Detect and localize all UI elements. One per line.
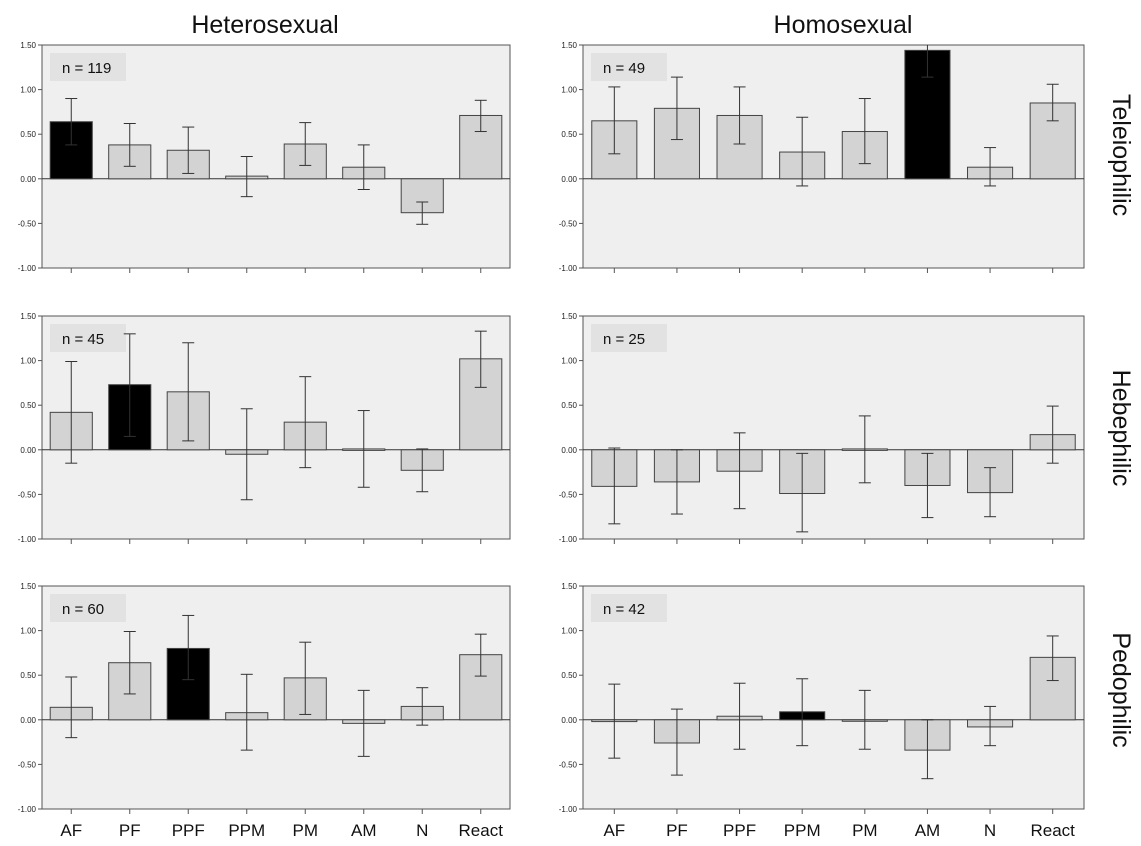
chart-panel-homosexual-pedophilic: 1.50 1.00 0.50 0.00 -0.50 -1.00 n = 42 AF PF PPF P… xyxy=(559,582,1085,840)
y-tick-label: 1.50 xyxy=(20,582,36,591)
n-label: n = 60 xyxy=(62,601,104,618)
y-tick-label: -0.50 xyxy=(559,219,578,228)
n-label-box xyxy=(50,324,126,352)
y-tick-label: 0.50 xyxy=(561,401,577,410)
y-tick-label: 0.00 xyxy=(20,175,36,184)
y-tick-label: 1.50 xyxy=(20,41,36,50)
column-title-heterosexual: Heterosexual xyxy=(191,11,338,39)
y-tick-label: 0.00 xyxy=(561,175,577,184)
y-tick-label: -1.00 xyxy=(559,264,578,273)
n-label: n = 119 xyxy=(62,60,111,77)
n-label: n = 45 xyxy=(62,331,104,348)
n-label: n = 25 xyxy=(603,331,645,348)
y-tick-label: 1.50 xyxy=(20,312,36,321)
y-tick-label: 1.00 xyxy=(20,357,36,366)
x-tick-label-ppm: PPM xyxy=(228,821,265,840)
plot-area xyxy=(582,315,1085,540)
n-label: n = 42 xyxy=(603,601,645,618)
n-label-box xyxy=(50,53,126,81)
y-tick-label: 1.00 xyxy=(20,627,36,636)
y-tick-label: 1.50 xyxy=(561,312,577,321)
y-tick-label: 0.50 xyxy=(561,130,577,139)
x-tick-label-n: N xyxy=(984,821,996,840)
y-tick-label: 0.00 xyxy=(20,716,36,725)
chart-panel-heterosexual-pedophilic: 1.50 1.00 0.50 0.00 -0.50 -1.00 n = 60 AF PF PPF P… xyxy=(18,582,511,840)
x-tick-label-pf: PF xyxy=(666,821,688,840)
n-label: n = 49 xyxy=(603,60,645,77)
n-label-box xyxy=(591,53,667,81)
bar-ppf xyxy=(716,114,763,180)
x-tick-label-af: AF xyxy=(60,821,82,840)
y-tick-label: 0.50 xyxy=(20,401,36,410)
row-label-teleiophilic: Teleiophilic xyxy=(1107,94,1135,216)
x-tick-label-am: AM xyxy=(915,821,941,840)
plot-area xyxy=(582,585,1085,810)
y-tick-label: 0.00 xyxy=(20,446,36,455)
y-tick-label: 1.50 xyxy=(561,582,577,591)
x-tick-label-ppf: PPF xyxy=(172,821,205,840)
y-tick-label: -1.00 xyxy=(18,535,37,544)
chart-panel-homosexual-hebephilic: 1.50 1.00 0.50 0.00 -0.50 -1.00 n = 25 xyxy=(559,312,1085,544)
x-tick-label-react: React xyxy=(459,821,504,840)
y-tick-label: -1.00 xyxy=(18,805,37,814)
chart-panels: 1.50 1.00 0.50 0.00 -0.50 -1.00 n = 119 1.50 1.0… xyxy=(18,41,1085,840)
y-tick-label: -0.50 xyxy=(18,490,37,499)
n-label-box xyxy=(50,594,126,622)
y-tick-label: 0.00 xyxy=(561,716,577,725)
y-tick-label: -1.00 xyxy=(559,535,578,544)
y-tick-label: 0.50 xyxy=(20,130,36,139)
x-tick-label-am: AM xyxy=(351,821,377,840)
x-tick-label-pm: PM xyxy=(852,821,878,840)
y-tick-label: -0.50 xyxy=(559,490,578,499)
y-tick-label: -0.50 xyxy=(559,760,578,769)
x-tick-label-af: AF xyxy=(603,821,625,840)
n-label-box xyxy=(591,324,667,352)
chart-panel-heterosexual-hebephilic: 1.50 1.00 0.50 0.00 -0.50 -1.00 n = 45 xyxy=(18,312,511,544)
x-tick-label-react: React xyxy=(1030,821,1075,840)
row-label-pedophilic: Pedophilic xyxy=(1107,632,1135,747)
row-label-hebephilic: Hebephilic xyxy=(1107,370,1135,487)
y-tick-label: 1.00 xyxy=(20,86,36,95)
y-tick-label: -1.00 xyxy=(559,805,578,814)
column-title-homosexual: Homosexual xyxy=(774,11,913,39)
chart-panel-homosexual-teleiophilic: 1.50 1.00 0.50 0.00 -0.50 -1.00 n = 49 xyxy=(559,41,1085,273)
y-tick-label: 1.50 xyxy=(561,41,577,50)
y-tick-label: 0.00 xyxy=(561,446,577,455)
y-tick-label: -0.50 xyxy=(18,760,37,769)
y-tick-label: 1.00 xyxy=(561,627,577,636)
y-tick-label: -0.50 xyxy=(18,219,37,228)
x-tick-label-pm: PM xyxy=(293,821,319,840)
x-tick-label-n: N xyxy=(416,821,428,840)
x-tick-label-ppf: PPF xyxy=(723,821,756,840)
y-tick-label: 0.50 xyxy=(20,671,36,680)
n-label-box xyxy=(591,594,667,622)
y-tick-label: 0.50 xyxy=(561,671,577,680)
x-tick-label-ppm: PPM xyxy=(784,821,821,840)
y-tick-label: -1.00 xyxy=(18,264,37,273)
x-tick-label-pf: PF xyxy=(119,821,141,840)
chart-panel-heterosexual-teleiophilic: 1.50 1.00 0.50 0.00 -0.50 -1.00 n = 119 xyxy=(18,41,511,273)
y-tick-label: 1.00 xyxy=(561,357,577,366)
y-tick-label: 1.00 xyxy=(561,86,577,95)
